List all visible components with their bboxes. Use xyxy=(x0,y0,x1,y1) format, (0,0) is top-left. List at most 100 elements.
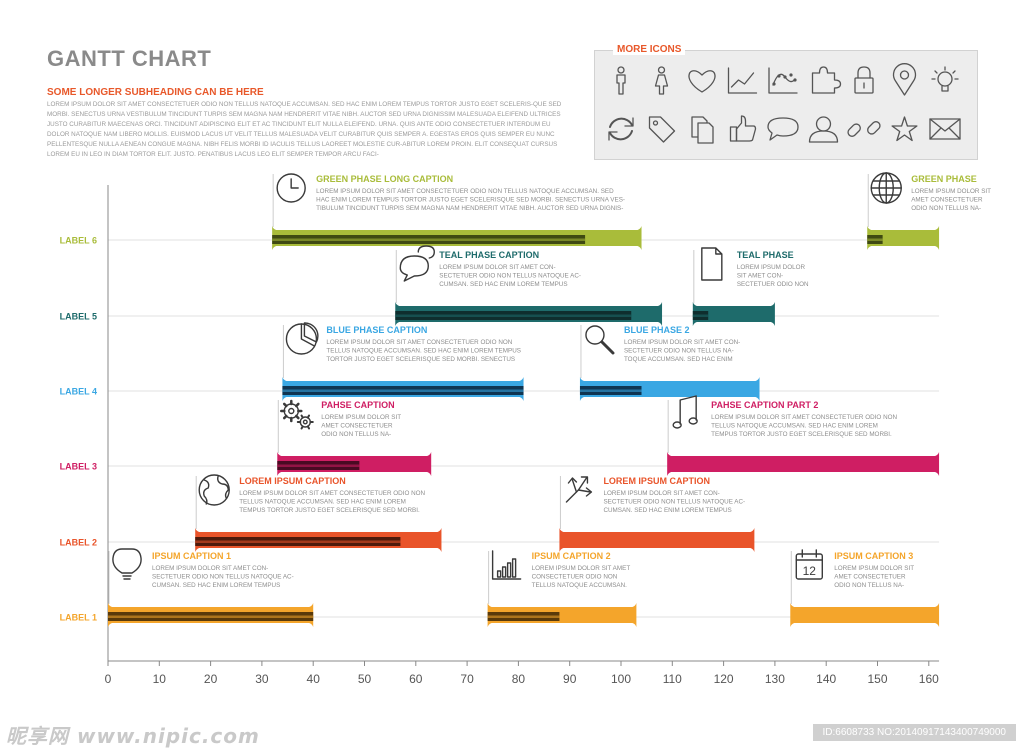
task-caption: TEAL PHASE CAPTION xyxy=(439,250,539,260)
tag-icon xyxy=(648,116,676,143)
task-description: LOREM IPSUM DOLOR SIT AMET CON- xyxy=(624,339,740,346)
pie-icon xyxy=(285,322,319,355)
link-icon xyxy=(847,121,881,137)
task-description: AMET CONSECTETUER xyxy=(911,197,983,204)
task-description: LOREM IPSUM DOLOR SIT AMET CONSECTETUER … xyxy=(316,188,614,195)
gantt-task: TEAL PHASE LOREM IPSUM DOLOR SIT AMET CON-… xyxy=(692,247,809,326)
task-caption: LOREM IPSUM CAPTION xyxy=(239,476,346,486)
row-label: LABEL 4 xyxy=(60,387,97,397)
task-description: LOREM IPSUM DOLOR SIT AMET CON- xyxy=(152,565,268,572)
gantt-task: LOREM IPSUM CAPTION LOREM IPSUM DOLOR SIT… xyxy=(559,476,755,552)
task-bar xyxy=(667,452,940,476)
task-description: TEMPUS TORTOR JUSTO EGET SCELERISQUE SED… xyxy=(711,431,892,438)
task-description: TELLUS NATOQUE ACCUMSAN. SED HAC ENIM LO… xyxy=(326,348,521,355)
gantt-task: GREEN PHASE LOREM IPSUM DOLOR SIT AMET CON… xyxy=(867,172,991,250)
task-caption: BLUE PHASE CAPTION xyxy=(326,325,427,335)
task-caption: IPSUM CAPTION 1 xyxy=(152,551,231,561)
task-description: HAC ENIM LOREM TEMPUS TORTOR JUSTO EGET … xyxy=(316,197,625,204)
task-description: LOREM IPSUM DOLOR SIT xyxy=(321,414,401,421)
x-tick-label: 80 xyxy=(512,672,526,686)
task-description: AMET CONSECTETUER xyxy=(321,423,393,430)
row-label: LABEL 3 xyxy=(60,462,97,472)
gantt-task: GREEN PHASE LONG CAPTION LOREM IPSUM DOLO… xyxy=(272,173,642,250)
puzzle-icon xyxy=(811,66,842,94)
x-tick-label: 150 xyxy=(867,672,887,686)
task-progress-highlight xyxy=(395,314,632,317)
x-tick-label: 110 xyxy=(663,672,682,686)
task-description: CUMSAN. SED HAC ENIM LOREM TEMPUS xyxy=(439,281,567,288)
page-subheading: SOME LONGER SUBHEADING CAN BE HERE xyxy=(47,87,264,98)
task-bar xyxy=(867,226,940,250)
more-icons-panel xyxy=(594,50,978,160)
task-caption: BLUE PHASE 2 xyxy=(624,325,690,335)
gantt-task: PAHSE CAPTION LOREM IPSUM DOLOR SIT AMET C… xyxy=(277,399,432,476)
speech-bubble-icon xyxy=(767,117,799,141)
x-tick-label: 70 xyxy=(460,672,474,686)
document-icon xyxy=(701,247,723,281)
task-description: TORTOR JUSTO EGET SCELERISQUE SED MORBI.… xyxy=(326,356,515,363)
task-description: SECTETUER ODIO NON TELLUS NATOQUE AC- xyxy=(603,499,745,506)
star-icon xyxy=(891,116,918,142)
x-tick-label: 100 xyxy=(611,672,631,686)
gantt-task: TEAL PHASE CAPTION LOREM IPSUM DOLOR SIT … xyxy=(395,245,663,326)
arrows-icon xyxy=(565,476,593,503)
x-tick-label: 10 xyxy=(153,672,167,686)
task-description: ODIO NON TELLUS NA- xyxy=(321,431,391,438)
woman-icon xyxy=(654,66,669,95)
watermark-id: ID:6608733 NO:20140917143400749000 xyxy=(812,724,1016,741)
task-description: SIT AMET CON- xyxy=(737,273,783,280)
x-tick-label: 40 xyxy=(307,672,321,686)
scatter-chart-icon xyxy=(768,67,798,94)
bar-chart-icon xyxy=(491,550,522,580)
task-description: ODIO NON TELLUS NA- xyxy=(834,582,904,589)
chat-icon xyxy=(399,245,435,282)
x-tick-label: 160 xyxy=(919,672,939,686)
lightbulb-icon xyxy=(931,66,959,92)
task-caption: GREEN PHASE LONG CAPTION xyxy=(316,174,453,184)
documents-icon xyxy=(691,116,714,144)
task-progress-highlight xyxy=(108,615,314,618)
task-description: LOREM IPSUM DOLOR SIT AMET xyxy=(532,565,631,572)
heart-icon xyxy=(688,70,716,93)
task-description: SECTETUER ODIO NON TELLUS NA- xyxy=(624,348,734,355)
page-title: GANTT CHART xyxy=(47,46,212,71)
task-description: LOREM IPSUM DOLOR SIT AMET CONSECTETUER … xyxy=(711,414,897,421)
gantt-task: BLUE PHASE 2 LOREM IPSUM DOLOR SIT AMET C… xyxy=(579,325,760,401)
gantt-chart: 0 10 20 30 40 50 60 70 80 90 100 110 120 130 140 150 160… xyxy=(60,172,991,686)
task-progress-highlight xyxy=(195,540,401,543)
task-caption: PAHSE CAPTION PART 2 xyxy=(711,400,818,410)
gears-icon xyxy=(280,399,314,430)
task-progress-highlight xyxy=(867,238,883,241)
task-caption: TEAL PHASE xyxy=(737,250,794,260)
task-description: TOQUE ACCUMSAN. SED HAC ENIM xyxy=(624,356,733,363)
icons-grid xyxy=(608,63,961,144)
task-description: CUMSAN. SED HAC ENIM LOREM TEMPUS xyxy=(603,507,731,514)
task-description: LOREM IPSUM DOLOR SIT AMET CON- xyxy=(603,490,719,497)
svg-text:12: 12 xyxy=(803,564,817,578)
task-description: LOREM IPSUM DOLOR SIT AMET CONSECTETUER … xyxy=(239,490,425,497)
x-tick-label: 90 xyxy=(563,672,577,686)
more-icons-title: MORE ICONS xyxy=(613,44,686,55)
row-label: LABEL 1 xyxy=(60,613,97,623)
x-tick-label: 20 xyxy=(204,672,218,686)
intro-paragraph: LOREM IPSUM DOLOR SIT AMET CONSECTETUER … xyxy=(47,101,562,158)
task-caption: LOREM IPSUM CAPTION xyxy=(603,476,710,486)
task-description: CUMSAN. SED HAC ENIM LOREM TEMPUS xyxy=(152,582,280,589)
task-caption: IPSUM CAPTION 2 xyxy=(532,551,611,561)
task-description: TELLUS NATOQUE ACCUMSAN. xyxy=(532,582,628,589)
globe-icon xyxy=(198,474,230,506)
task-description: TELLUS NATOQUE ACCUMSAN. SED HAC ENIM LO… xyxy=(711,423,878,430)
task-description: SECTETUER ODIO NON TELLUS NATOQUE AC- xyxy=(152,574,294,581)
gantt-task: LOREM IPSUM CAPTION LOREM IPSUM DOLOR SIT… xyxy=(195,474,442,552)
thumbs-up-icon xyxy=(729,115,757,142)
map-pin-icon xyxy=(892,63,917,96)
calendar-icon: 12 xyxy=(795,549,823,580)
task-progress-highlight xyxy=(277,464,360,467)
task-description: TELLUS NATOQUE ACCUMSAN. SED HAC ENIM LO… xyxy=(239,499,406,506)
refresh-icon xyxy=(608,117,634,141)
magnifier-icon xyxy=(585,325,615,355)
gantt-task: IPSUM CAPTION 1 LOREM IPSUM DOLOR SIT AME… xyxy=(108,548,314,627)
x-tick-label: 120 xyxy=(714,672,734,686)
lock-icon xyxy=(854,66,874,94)
task-description: SECTETUER ODIO NON xyxy=(737,281,809,288)
